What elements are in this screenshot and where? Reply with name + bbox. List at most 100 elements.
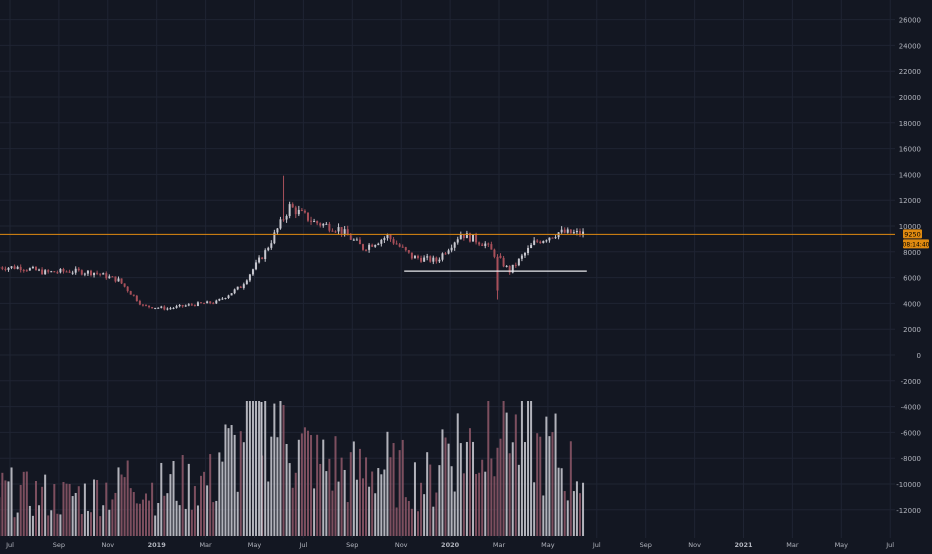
volume-bar xyxy=(231,425,233,536)
volume-bar xyxy=(472,442,474,536)
volume-bar xyxy=(509,453,511,536)
candle-body xyxy=(240,287,242,288)
candle-body xyxy=(160,307,162,308)
candle-body xyxy=(310,221,312,222)
candle-body xyxy=(66,271,68,272)
volume-bar xyxy=(396,507,398,536)
volume-bar xyxy=(463,473,465,536)
y-tick-label: 14000 xyxy=(899,171,921,179)
candle-body xyxy=(475,235,477,243)
candle-body xyxy=(457,239,459,242)
volume-bar xyxy=(393,443,395,536)
candle-body xyxy=(224,298,226,299)
volume-bar xyxy=(105,483,107,536)
volume-bar xyxy=(524,442,526,536)
volume-bar xyxy=(344,470,346,536)
candle-body xyxy=(7,268,9,270)
candle-body xyxy=(62,269,64,272)
candle-body xyxy=(295,207,297,214)
candle-body xyxy=(197,302,199,306)
volume-bar xyxy=(322,440,324,536)
volume-bar xyxy=(75,493,77,536)
volume-bar xyxy=(319,464,321,536)
volume-bar xyxy=(414,462,416,536)
volume-bar xyxy=(582,483,584,536)
candle-body xyxy=(411,253,413,259)
candle-body xyxy=(417,256,419,258)
candle-body xyxy=(243,284,245,288)
x-tick-label: Nov xyxy=(395,541,408,549)
candle-body xyxy=(14,266,16,269)
x-tick-label: Sep xyxy=(346,541,358,549)
volume-bar xyxy=(17,513,19,536)
candle-body xyxy=(44,270,46,274)
candle-body xyxy=(17,267,19,269)
volume-bar xyxy=(558,468,560,536)
candle-body xyxy=(353,240,355,241)
candle-body xyxy=(148,306,150,308)
volume-bar xyxy=(362,478,364,536)
candle-body xyxy=(319,223,321,225)
candle-body xyxy=(218,299,220,301)
volume-bar xyxy=(11,467,13,536)
candle-body xyxy=(530,245,532,248)
volume-bar xyxy=(228,428,230,536)
volume-bar xyxy=(90,512,92,536)
candle-body xyxy=(325,224,327,225)
volume-bar xyxy=(197,505,199,536)
candle-body xyxy=(331,231,333,232)
volume-bar xyxy=(84,484,86,536)
candle-body xyxy=(276,228,278,232)
candle-body xyxy=(203,303,205,304)
volume-bar xyxy=(163,496,165,536)
volume-bar xyxy=(185,509,187,536)
candle-body xyxy=(423,258,425,262)
volume-bar xyxy=(451,466,453,536)
volume-bar xyxy=(130,488,132,536)
volume-bar xyxy=(350,452,352,536)
volume-bar xyxy=(127,460,129,536)
candle-body xyxy=(231,293,233,295)
volume-bar xyxy=(173,461,175,536)
y-tick-label: 18000 xyxy=(899,120,921,128)
volume-bar xyxy=(203,472,205,536)
candle-body xyxy=(121,278,123,283)
x-tick-label: Mar xyxy=(786,541,799,549)
volume-bar xyxy=(500,439,502,536)
volume-bar xyxy=(530,401,532,536)
candle-body xyxy=(396,243,398,244)
candle-body xyxy=(503,258,505,267)
volume-bar xyxy=(215,501,217,536)
candle-body xyxy=(32,267,34,268)
volume-bar xyxy=(448,444,450,536)
candle-body xyxy=(234,289,236,293)
volume-bar xyxy=(224,424,226,536)
candle-body xyxy=(179,305,181,306)
candle-body xyxy=(145,305,147,306)
candle-body xyxy=(41,270,43,275)
candle-body xyxy=(255,262,257,269)
volume-bar xyxy=(399,450,401,536)
volume-bar xyxy=(469,428,471,536)
x-tick-label: May xyxy=(541,541,555,549)
candle-body xyxy=(555,237,557,238)
volume-bar xyxy=(240,431,242,536)
volume-bar xyxy=(133,492,135,536)
volume-bar xyxy=(14,517,16,536)
volume-bar xyxy=(356,480,358,536)
candle-body xyxy=(53,271,55,272)
volume-bar xyxy=(145,493,147,536)
countdown-label: 08:14:40 xyxy=(903,241,930,248)
candle-body xyxy=(270,243,272,248)
candle-body xyxy=(374,245,376,247)
x-tick-label: 2020 xyxy=(441,541,460,549)
candle-body xyxy=(188,304,190,305)
candle-body xyxy=(463,235,465,238)
volume-bar xyxy=(506,413,508,536)
volume-bar xyxy=(426,452,428,536)
volume-bar xyxy=(234,435,236,536)
y-tick-label: -4000 xyxy=(901,404,921,412)
candle-body xyxy=(551,238,553,239)
